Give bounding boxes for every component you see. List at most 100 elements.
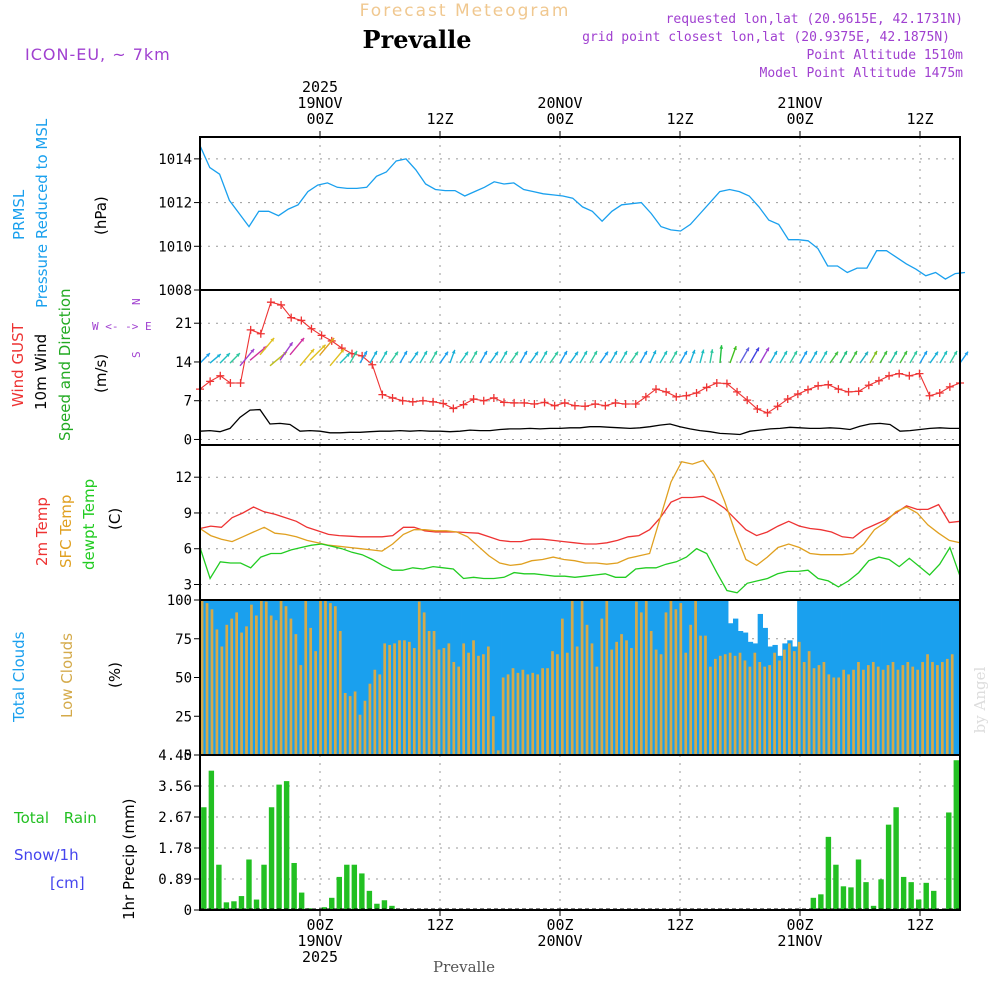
rain-bar bbox=[223, 902, 230, 910]
low-cloud-bar bbox=[304, 600, 308, 755]
wind-arrow-head bbox=[593, 350, 597, 355]
low-cloud-bar bbox=[491, 716, 495, 755]
low-cloud-bar bbox=[269, 615, 273, 755]
low-cloud-bar bbox=[763, 666, 767, 755]
time-label-bottom: 20NOV bbox=[537, 932, 582, 950]
gust-marker bbox=[570, 401, 579, 410]
low-cloud-bar bbox=[299, 665, 303, 755]
low-cloud-bar bbox=[427, 631, 431, 755]
low-cloud-bar bbox=[437, 649, 441, 755]
time-label-top: 12Z bbox=[666, 110, 693, 128]
rain-bar bbox=[253, 899, 260, 910]
low-cloud-bar bbox=[817, 665, 821, 755]
low-cloud-bar bbox=[827, 674, 831, 755]
gust-line bbox=[199, 301, 961, 414]
gust-marker bbox=[287, 313, 296, 322]
axes-layer: 1008 1010 1012 1014 0 7 14 21 3 6 9 12 0 25 50 75 100 0 0.… bbox=[158, 78, 933, 966]
low-cloud-bar bbox=[329, 603, 332, 755]
wind-arrow-head bbox=[330, 337, 335, 342]
rain-bar bbox=[231, 901, 237, 910]
y-tick-label: 0.89 bbox=[158, 872, 192, 888]
gust-marker bbox=[945, 382, 954, 391]
low-cloud-bar bbox=[600, 618, 604, 755]
low-cloud-bar bbox=[230, 618, 234, 755]
wind-arrow-head bbox=[923, 350, 927, 355]
y-tick-label: 25 bbox=[175, 709, 192, 725]
low-cloud-bar bbox=[215, 629, 219, 755]
wind-arrow bbox=[329, 348, 345, 367]
gust-marker bbox=[874, 376, 883, 385]
low-cloud-bar bbox=[284, 606, 288, 755]
low-cloud-bar bbox=[886, 665, 890, 755]
wind-arrow-head bbox=[873, 350, 877, 355]
y-tick-label: 14 bbox=[175, 355, 192, 371]
low-cloud-bar bbox=[343, 693, 347, 755]
frames-layer bbox=[199, 136, 961, 911]
header-gridpoint: grid point closest lon,lat (20.9375E, 42… bbox=[582, 30, 950, 45]
low-cloud-bar bbox=[936, 665, 939, 755]
gust-marker bbox=[631, 400, 640, 409]
wind-arrow-head bbox=[943, 350, 947, 355]
rain-bar bbox=[818, 894, 824, 910]
gust-marker bbox=[621, 400, 630, 409]
y-tick-label: 1.78 bbox=[158, 841, 192, 857]
y-tick-label: 9 bbox=[184, 506, 192, 522]
time-label-bottom: 12Z bbox=[426, 916, 453, 934]
low-cloud-bar bbox=[496, 750, 500, 755]
low-cloud-bar bbox=[704, 635, 707, 755]
y-tick-label: 1014 bbox=[158, 152, 192, 168]
gust-marker bbox=[439, 399, 448, 408]
wind-arrow bbox=[319, 337, 335, 356]
low-cloud-bar bbox=[294, 634, 298, 755]
wind-arrow bbox=[239, 348, 255, 367]
low-cloud-bar bbox=[348, 696, 352, 755]
y-tick-label: 12 bbox=[175, 470, 192, 486]
gust-marker bbox=[763, 408, 772, 417]
low-cloud-bar bbox=[718, 655, 722, 755]
low-cloud-bar bbox=[570, 600, 574, 755]
low-cloud-bar bbox=[373, 669, 377, 755]
y-tick-label: 3.56 bbox=[158, 779, 192, 795]
gust-marker bbox=[317, 331, 326, 340]
low-cloud-bar bbox=[709, 666, 712, 755]
low-cloud-bar bbox=[916, 669, 920, 755]
wind-arrow-head bbox=[483, 350, 487, 355]
time-label-bottom: 00Z bbox=[786, 916, 813, 934]
low-cloud-bar bbox=[654, 649, 658, 755]
low-cloud-bar bbox=[200, 600, 204, 755]
rain-bar bbox=[863, 882, 869, 910]
rain-bar bbox=[855, 859, 862, 910]
low-cloud-bar bbox=[733, 655, 737, 755]
total-cloud-bar bbox=[362, 600, 369, 755]
low-cloud-bar bbox=[797, 641, 801, 755]
header-subtitle: Forecast Meteogram bbox=[360, 1, 571, 21]
low-cloud-bar bbox=[807, 651, 811, 755]
wind-arrow-head bbox=[543, 350, 547, 355]
low-cloud-bar bbox=[585, 624, 589, 755]
wind-arrow bbox=[249, 345, 268, 361]
low-cloud-bar bbox=[852, 669, 855, 755]
footer-location: Prevalle bbox=[433, 958, 495, 976]
wind-arrow bbox=[299, 348, 315, 367]
temp-label-dewpt: dewpt Temp bbox=[80, 479, 98, 570]
gust-marker bbox=[297, 316, 306, 325]
gust-marker bbox=[854, 387, 863, 396]
low-cloud-bar bbox=[950, 654, 954, 755]
header-model: ICON-EU, ~ 7km bbox=[25, 45, 171, 64]
clouds-label-total: Total Clouds bbox=[10, 631, 28, 723]
low-cloud-bar bbox=[521, 669, 525, 755]
gust-marker bbox=[814, 381, 823, 390]
wind-arrow-head bbox=[473, 350, 477, 355]
total-cloud-bar bbox=[491, 600, 497, 755]
low-cloud-bar bbox=[210, 609, 214, 755]
wind-arrow-head bbox=[853, 350, 857, 355]
low-cloud-bar bbox=[832, 677, 836, 755]
low-cloud-bar bbox=[393, 643, 396, 755]
wind-arrow-head bbox=[953, 350, 957, 355]
gust-marker bbox=[256, 329, 265, 338]
temp-unit: (C) bbox=[106, 508, 124, 530]
low-cloud-bar bbox=[941, 662, 944, 755]
gust-marker bbox=[479, 396, 488, 405]
low-cloud-bar bbox=[620, 634, 623, 755]
